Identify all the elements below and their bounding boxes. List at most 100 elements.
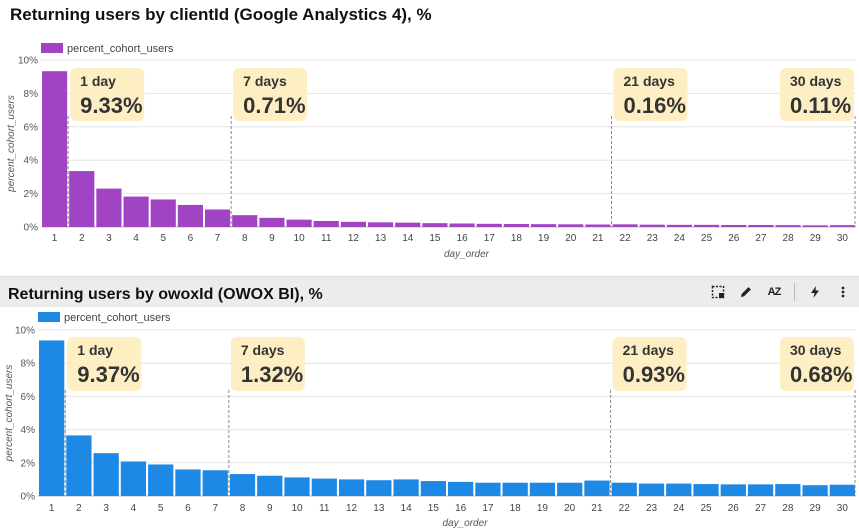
chart-header: Returning users by clientId (Google Anal… [0, 0, 859, 30]
y-axis-label: percent_cohort_users [4, 365, 15, 463]
bar[interactable] [232, 215, 258, 227]
bar[interactable] [366, 480, 392, 496]
bar[interactable] [286, 219, 312, 227]
bar[interactable] [311, 478, 337, 496]
bar[interactable] [259, 217, 285, 227]
select-region-button[interactable] [706, 280, 730, 304]
bar[interactable] [529, 482, 556, 496]
bar[interactable] [66, 435, 92, 496]
bar[interactable] [475, 482, 501, 496]
bar[interactable] [96, 188, 122, 227]
callout-box [612, 337, 687, 391]
y-tick-label: 0% [24, 223, 39, 234]
x-tick-label: 20 [565, 233, 577, 244]
bar[interactable] [338, 479, 365, 496]
quick-action-button[interactable] [803, 280, 827, 304]
x-tick-label: 17 [482, 503, 494, 514]
y-tick-label: 4% [24, 156, 39, 167]
bar[interactable] [585, 224, 611, 227]
x-tick-label: 18 [511, 233, 523, 244]
legend-label[interactable]: percent_cohort_users [64, 312, 171, 324]
y-tick-label: 2% [21, 458, 36, 469]
callout-box [70, 68, 145, 121]
bar[interactable] [395, 222, 421, 227]
bar[interactable] [666, 224, 692, 227]
bar[interactable] [694, 224, 720, 227]
callout-value: 0.71% [243, 93, 305, 118]
bar[interactable] [476, 223, 502, 227]
chart-title: Returning users by owoxId (OWOX BI), % [8, 286, 323, 303]
bar[interactable] [93, 453, 119, 496]
callout-box [613, 68, 688, 121]
x-tick-label: 19 [537, 503, 549, 514]
bar[interactable] [422, 223, 448, 227]
bar[interactable] [257, 475, 283, 496]
bar[interactable] [393, 479, 419, 496]
bar[interactable] [666, 483, 692, 496]
bar[interactable] [775, 484, 801, 496]
bar[interactable] [558, 224, 584, 227]
bar[interactable] [557, 482, 583, 496]
x-tick-label: 9 [267, 503, 273, 514]
bar[interactable] [611, 482, 637, 496]
bar[interactable] [39, 340, 65, 496]
bar[interactable] [448, 481, 474, 496]
bar[interactable] [175, 469, 201, 496]
x-tick-label: 19 [538, 233, 550, 244]
y-tick-label: 8% [24, 89, 39, 100]
cohort-callout: 7 days 1.32% [230, 337, 305, 391]
bar[interactable] [829, 484, 855, 496]
bar[interactable] [150, 199, 176, 227]
bar[interactable] [775, 225, 801, 227]
bar[interactable] [802, 225, 828, 227]
bar[interactable] [229, 474, 256, 496]
bar[interactable] [748, 224, 774, 227]
bar[interactable] [612, 224, 638, 227]
edit-button[interactable] [734, 280, 758, 304]
bar[interactable] [584, 480, 610, 496]
y-tick-label: 10% [18, 56, 38, 67]
bar[interactable] [340, 221, 366, 227]
bar[interactable] [693, 484, 719, 496]
x-tick-label: 10 [291, 503, 303, 514]
chart-header: Returning users by owoxId (OWOX BI), % A… [0, 276, 859, 307]
bar[interactable] [284, 477, 310, 496]
bar[interactable] [123, 196, 149, 227]
x-tick-label: 30 [837, 503, 849, 514]
bar[interactable] [531, 224, 557, 227]
bar[interactable] [449, 223, 475, 227]
cohort-callout: 1 day 9.37% [67, 337, 142, 391]
cohort-callout: 30 days 0.68% [780, 337, 854, 391]
bar[interactable] [177, 204, 203, 227]
bar[interactable] [802, 485, 828, 496]
bar[interactable] [420, 481, 446, 496]
x-tick-label: 28 [782, 503, 794, 514]
bar[interactable] [502, 482, 528, 496]
bar[interactable] [148, 464, 174, 496]
legend-label[interactable]: percent_cohort_users [67, 43, 174, 55]
callout-day-label: 21 days [623, 342, 675, 358]
bar[interactable] [313, 220, 339, 227]
legend-swatch[interactable] [38, 312, 60, 322]
bar[interactable] [721, 224, 747, 227]
legend-swatch[interactable] [41, 43, 63, 53]
bar[interactable] [829, 225, 855, 227]
bar[interactable] [638, 483, 665, 496]
x-tick-label: 11 [319, 503, 330, 514]
more-options-button[interactable] [831, 280, 855, 304]
bar[interactable] [747, 484, 774, 496]
bar[interactable] [639, 224, 665, 227]
bar[interactable] [120, 461, 147, 496]
sort-button[interactable]: AZ [762, 280, 786, 304]
bar[interactable] [205, 209, 231, 227]
bar[interactable] [42, 71, 68, 228]
callout-box [230, 337, 305, 391]
bar[interactable] [69, 171, 95, 227]
bar[interactable] [368, 222, 394, 227]
x-tick-label: 27 [755, 233, 767, 244]
bar[interactable] [202, 470, 228, 496]
x-tick-label: 14 [401, 503, 413, 514]
bar[interactable] [503, 223, 529, 227]
bar[interactable] [720, 484, 746, 496]
x-tick-label: 30 [837, 233, 849, 244]
